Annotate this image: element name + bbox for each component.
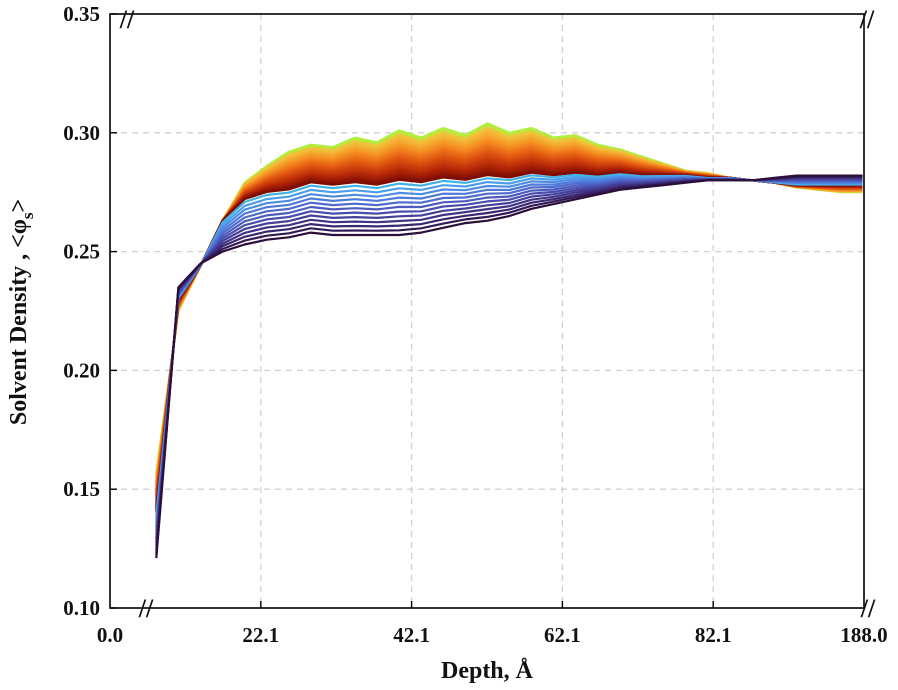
plot-frame [109,13,865,609]
x-tick-label: 0.0 [97,623,123,647]
y-tick-label: 0.35 [63,2,100,26]
gridlines [110,14,864,608]
x-tick-label: 188.0 [840,623,887,647]
y-axis-title: Solvent Density , <φs> [6,199,37,425]
series-line [155,176,863,528]
y-axis-title-prefix: Solvent Density , < [6,234,32,425]
series-line [155,166,863,509]
series-line [155,169,863,512]
axis-break-mark-bottom-right: // [860,594,876,623]
x-tick-label: 22.1 [242,623,279,647]
y-tick-label: 0.20 [63,358,100,382]
series-line [155,174,863,559]
axis-break-mark-bottom-left: // [138,594,154,623]
y-axis-title-subscript: s [18,212,37,219]
series-line [155,174,863,520]
axis-break-mark-top-right: // [859,5,875,34]
y-tick-label: 0.10 [63,596,100,620]
series-line [155,161,863,504]
y-tick-label: 0.25 [63,240,100,264]
series-line [155,176,863,551]
series-line [155,145,863,491]
x-tick-label: 82.1 [695,623,732,647]
y-axis-title-symbol: φ [6,219,32,234]
series-line [155,177,863,532]
y-tick-label: 0.15 [63,477,100,501]
axis-break-mark-top-left: // [119,5,135,34]
series-group [155,122,863,559]
x-tick-label: 42.1 [393,623,430,647]
y-axis-title-suffix: > [6,199,32,213]
x-axis: 0.0 22.1 42.1 62.1 82.1 188.0 [97,601,888,647]
y-tick-label: 0.30 [63,121,100,145]
y-axis: 0.10 0.15 0.20 0.25 0.30 0.35 [63,2,117,620]
x-tick-label: 62.1 [544,623,581,647]
series-line [155,158,863,501]
x-axis-title: Depth, Å [441,658,534,684]
